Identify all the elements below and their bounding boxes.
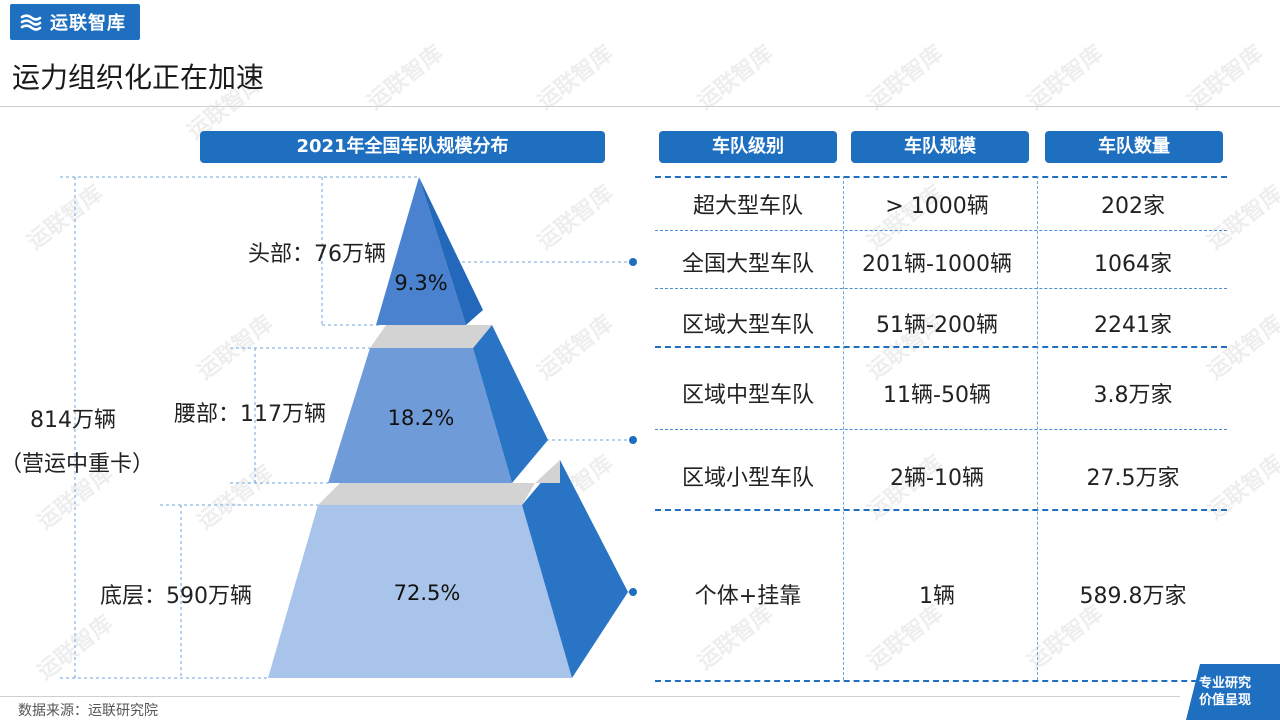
table-header-scale: 车队规模 <box>851 131 1029 163</box>
table-cell: 全国大型车队 <box>681 252 815 277</box>
brand-logo: 运联智库 <box>10 4 140 40</box>
footer-divider <box>0 696 1180 697</box>
table-column-divider <box>843 176 844 680</box>
layer-label-bottom: 底层：590万辆 <box>100 584 252 609</box>
table-divider <box>655 176 1227 178</box>
slogan-text: 专业研究 价值呈现 <box>1199 675 1251 709</box>
table-divider <box>655 230 1227 231</box>
table-cell: 589.8万家 <box>1079 584 1187 609</box>
pyramid-layer-bottom <box>268 505 572 678</box>
table-cell: 区域中型车队 <box>681 383 815 408</box>
pyramid-ledge <box>318 483 535 505</box>
table-cell: 1064家 <box>1094 252 1172 277</box>
connector-dot <box>629 258 637 266</box>
table-cell: 202家 <box>1101 194 1165 219</box>
watermark: 运联智库 <box>1203 181 1280 255</box>
layer-label-middle: 腰部：117万辆 <box>174 402 326 427</box>
table-cell: > 1000辆 <box>885 194 989 219</box>
total-sublabel: （营运中重卡） <box>0 452 155 477</box>
total-label: 814万辆 <box>30 408 116 433</box>
table-cell: 区域小型车队 <box>681 466 815 491</box>
table-divider <box>655 509 1227 511</box>
table-cell: 区域大型车队 <box>681 313 815 338</box>
pyramid-ledge <box>535 460 560 483</box>
layer-percent-top: 9.3% <box>394 271 448 295</box>
data-source: 数据来源：运联研究院 <box>18 703 158 719</box>
table-header-count: 车队数量 <box>1045 131 1223 163</box>
slogan-line: 专业研究 <box>1199 676 1252 691</box>
watermark: 运联智库 <box>1183 41 1268 115</box>
table-cell: 2辆-10辆 <box>890 466 984 491</box>
table-cell: 201辆-1000辆 <box>862 252 1012 277</box>
pyramid-title: 2021年全国车队规模分布 <box>200 131 605 163</box>
layer-label-top: 头部：76万辆 <box>248 242 386 267</box>
connector-dot <box>629 436 637 444</box>
table-divider <box>655 288 1227 289</box>
layer-percent-bottom: 72.5% <box>393 581 461 605</box>
table-divider <box>655 346 1227 348</box>
pyramid-layer-top <box>376 177 466 325</box>
table-cell: 超大型车队 <box>692 194 804 219</box>
watermark: 运联智库 <box>693 41 778 115</box>
pyramid-diagram <box>60 176 637 679</box>
table-column-divider <box>1037 176 1038 680</box>
pyramid-layer-top-side <box>419 177 483 325</box>
table-cell: 3.8万家 <box>1093 383 1173 408</box>
table-cell: 27.5万家 <box>1086 466 1180 491</box>
connector-dot <box>629 588 637 596</box>
table-header-level: 车队级别 <box>659 131 837 163</box>
watermark: 运联智库 <box>863 41 948 115</box>
table-cell: 11辆-50辆 <box>883 383 991 408</box>
logo-icon <box>20 14 42 31</box>
watermark: 运联智库 <box>1203 451 1280 525</box>
pyramid-layer-bottom-side <box>522 460 628 678</box>
title-divider <box>0 106 1280 107</box>
pyramid-layer-middle-side <box>473 325 548 483</box>
watermark: 运联智库 <box>1023 41 1108 115</box>
pyramid-ledge <box>370 325 492 348</box>
page-title: 运力组织化正在加速 <box>12 61 265 94</box>
slogan-badge <box>1186 664 1280 720</box>
logo-text: 运联智库 <box>50 13 126 34</box>
table-cell: 个体+挂靠 <box>694 584 802 609</box>
slogan-line: 价值呈现 <box>1199 693 1252 708</box>
table-divider <box>655 680 1227 682</box>
pyramid-layer-middle <box>328 348 512 483</box>
table-divider <box>655 429 1227 430</box>
table-cell: 51辆-200辆 <box>876 313 998 338</box>
table-cell: 2241家 <box>1094 313 1172 338</box>
layer-percent-middle: 18.2% <box>387 406 455 430</box>
table-cell: 1辆 <box>919 584 955 609</box>
